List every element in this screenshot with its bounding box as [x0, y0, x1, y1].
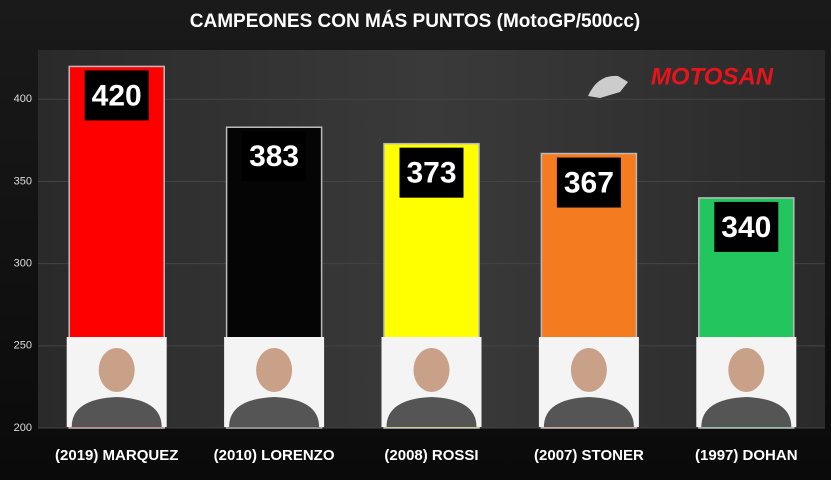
value-label: 420 [92, 79, 142, 112]
value-label: 340 [721, 211, 771, 244]
y-tick-label: 300 [14, 258, 32, 270]
rider-shoulders [701, 397, 792, 427]
rider-head [256, 348, 293, 392]
rider-shoulders [386, 397, 477, 427]
y-tick-label: 200 [14, 422, 32, 434]
y-tick-label: 350 [14, 175, 32, 187]
logo-rider [588, 75, 628, 98]
rider-head [570, 348, 607, 392]
rider-shoulders [543, 397, 634, 427]
rider-head [98, 348, 135, 392]
y-tick-label: 250 [14, 340, 32, 352]
chart-title: CAMPEONES CON MÁS PUNTOS (MotoGP/500cc) [190, 10, 640, 32]
value-label: 367 [564, 166, 614, 199]
value-label-box [556, 157, 621, 208]
rider-head [728, 348, 765, 392]
rider-shoulders [229, 397, 320, 427]
value-label-box [84, 70, 149, 121]
value-label-box [399, 147, 464, 198]
x-tick-label: (2007) STONER [534, 447, 644, 464]
value-label: 373 [406, 157, 456, 190]
x-tick-label: (1997) DOHAN [695, 447, 798, 464]
x-tick-label: (2008) ROSSI [384, 447, 478, 464]
value-label-box [714, 201, 779, 252]
rider-shoulders [71, 397, 162, 427]
x-tick-label: (2010) LORENZO [214, 447, 335, 464]
x-tick-label: (2019) MARQUEZ [55, 447, 178, 464]
value-label-box [242, 131, 307, 182]
value-label: 383 [249, 140, 299, 173]
rider-head [413, 348, 450, 392]
y-tick-label: 400 [14, 93, 32, 105]
logo: MOTOSAN [651, 63, 774, 90]
